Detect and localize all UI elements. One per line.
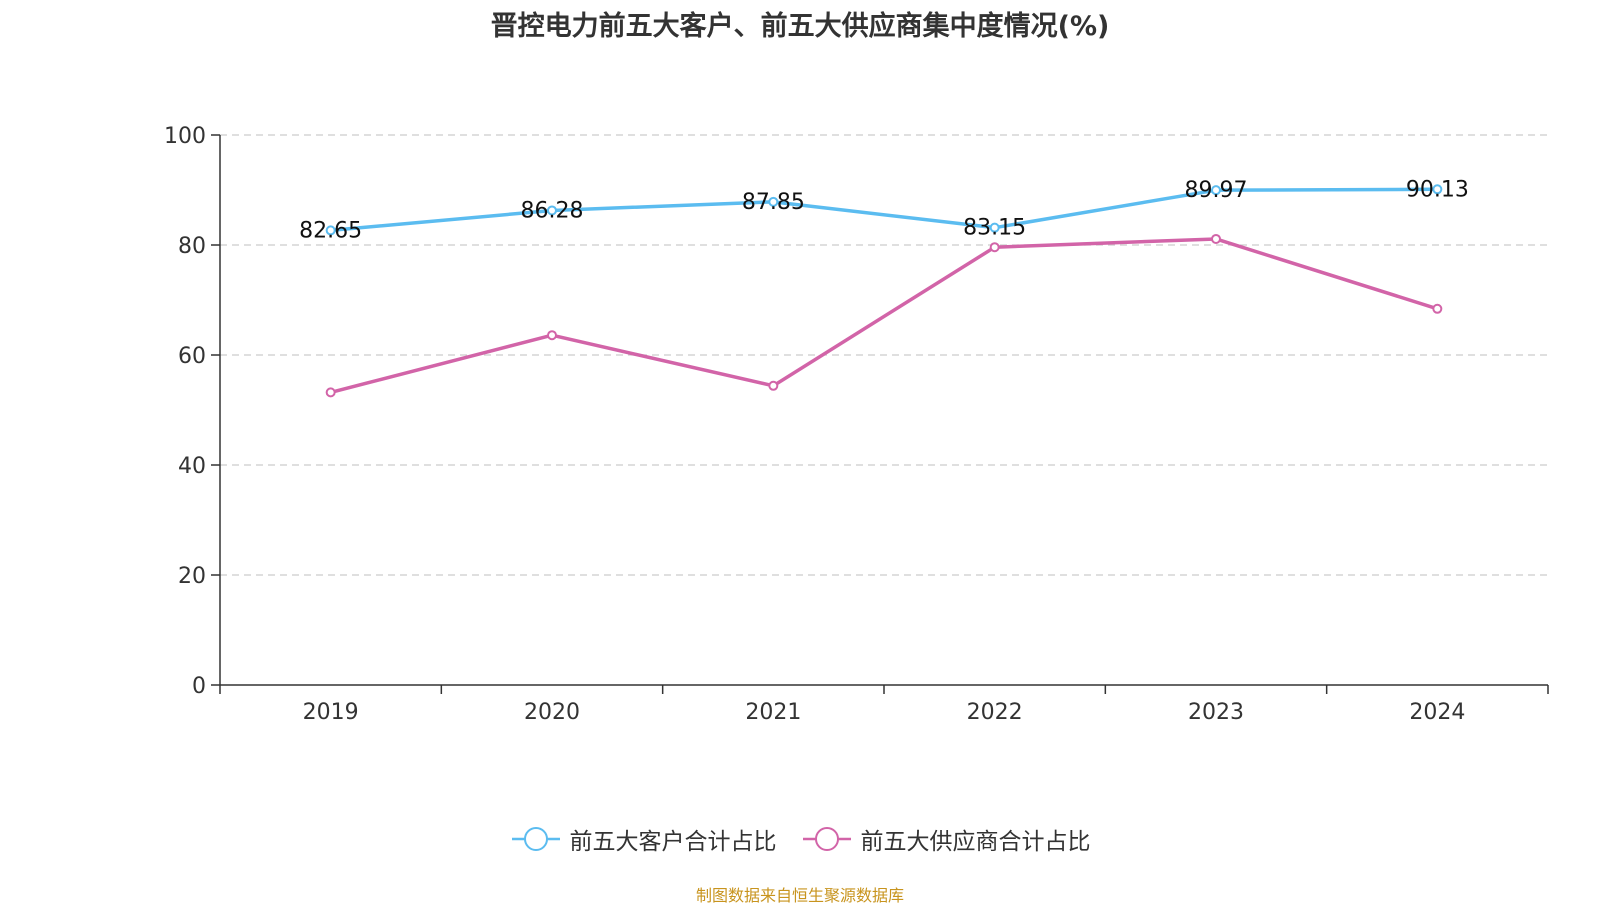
legend-label-suppliers: 前五大供应商合计占比 (860, 829, 1091, 855)
data-point (1211, 233, 1221, 244)
x-tick-label: 2020 (524, 700, 580, 725)
data-point (1432, 184, 1443, 195)
data-label: 87.85 (742, 190, 805, 215)
x-tick-label: 2022 (967, 700, 1023, 725)
legend: 前五大客户合计占比 前五大供应商合计占比 (0, 822, 1600, 856)
x-tick-label: 2024 (1409, 700, 1465, 725)
data-point (768, 380, 779, 391)
source-note: 制图数据来自恒生聚源数据库 (695, 886, 904, 905)
data-label: 82.65 (299, 218, 362, 243)
legend-marker-customers (511, 827, 560, 851)
y-tick-label: 60 (178, 344, 206, 369)
legend-marker-suppliers (802, 827, 851, 851)
data-point (989, 242, 1000, 253)
legend-item-customers[interactable]: 前五大客户合计占比 (510, 822, 777, 856)
y-tick-label: 80 (178, 234, 206, 259)
data-point (325, 225, 336, 236)
chart-title: 晋控电力前五大客户、前五大供应商集中度情况(%) (490, 11, 1110, 42)
y-tick-label: 0 (192, 674, 206, 699)
data-label: 83.15 (963, 216, 1026, 241)
x-tick-label: 2019 (303, 700, 359, 725)
legend-label-customers: 前五大客户合计占比 (569, 829, 777, 855)
y-tick-label: 20 (178, 564, 206, 589)
x-tick-label: 2023 (1188, 700, 1244, 725)
y-tick-label: 40 (178, 454, 206, 479)
data-label: 86.28 (521, 198, 584, 223)
legend-item-suppliers[interactable]: 前五大供应商合计占比 (801, 822, 1091, 856)
data-label: 90.13 (1406, 177, 1469, 202)
y-tick-label: 100 (164, 124, 206, 149)
series-line-1 (330, 237, 1438, 395)
data-point (1211, 185, 1221, 196)
x-tick-label: 2021 (745, 700, 801, 725)
series-line-0 (330, 187, 1438, 233)
data-label: 89.97 (1185, 178, 1248, 203)
data-point (325, 387, 336, 398)
data-point (1432, 303, 1443, 314)
data-point (989, 222, 1000, 233)
data-point (547, 330, 557, 341)
data-point (547, 205, 557, 216)
data-point (768, 196, 779, 207)
